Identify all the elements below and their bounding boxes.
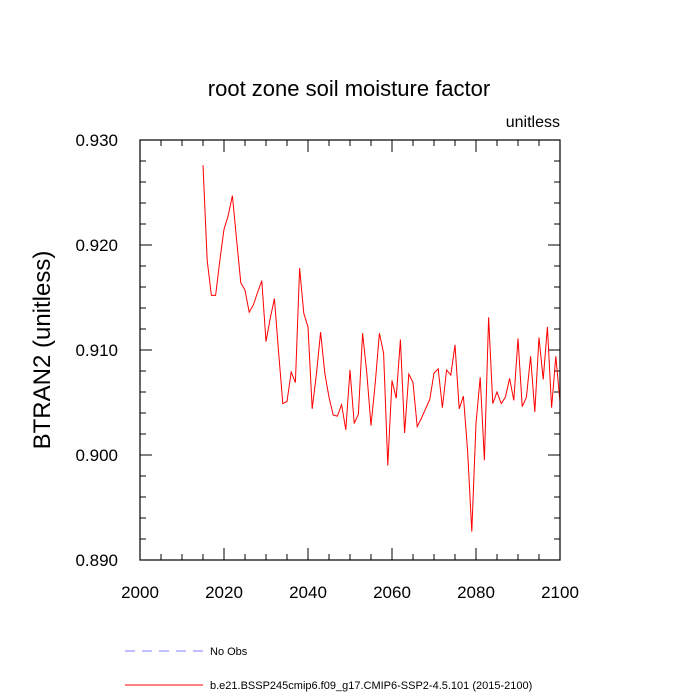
legend: No Obs b.e21.BSSP245cmip6.f09_g17.CMIP6-… [125, 646, 532, 692]
units-label: unitless [506, 114, 560, 131]
series-line [202, 165, 561, 532]
y-tick-label: 0.930 [75, 131, 118, 150]
x-tick-label: 2000 [121, 583, 159, 602]
series-layer [202, 165, 561, 532]
chart-title: root zone soil moisture factor [208, 76, 490, 101]
legend-label-no-obs: No Obs [210, 646, 248, 658]
x-tick-label: 2080 [457, 583, 495, 602]
y-tick-label: 0.910 [75, 341, 118, 360]
legend-label-model: b.e21.BSSP245cmip6.f09_g17.CMIP6-SSP2-4.… [210, 680, 532, 692]
ticks-layer [139, 139, 561, 561]
tick-labels-layer: 2000 2020 2040 2060 2080 2100 0.890 0.900 0.910 0… [75, 131, 578, 602]
y-tick-label: 0.900 [75, 446, 118, 465]
x-tick-label: 2040 [289, 583, 327, 602]
y-tick-label: 0.920 [75, 236, 118, 255]
plot-frame [139, 139, 561, 561]
x-tick-label: 2060 [373, 583, 411, 602]
x-tick-label: 2020 [205, 583, 243, 602]
x-tick-label: 2100 [541, 583, 579, 602]
y-axis-label: BTRAN2 (unitless) [29, 251, 56, 450]
y-tick-label: 0.890 [75, 551, 118, 570]
